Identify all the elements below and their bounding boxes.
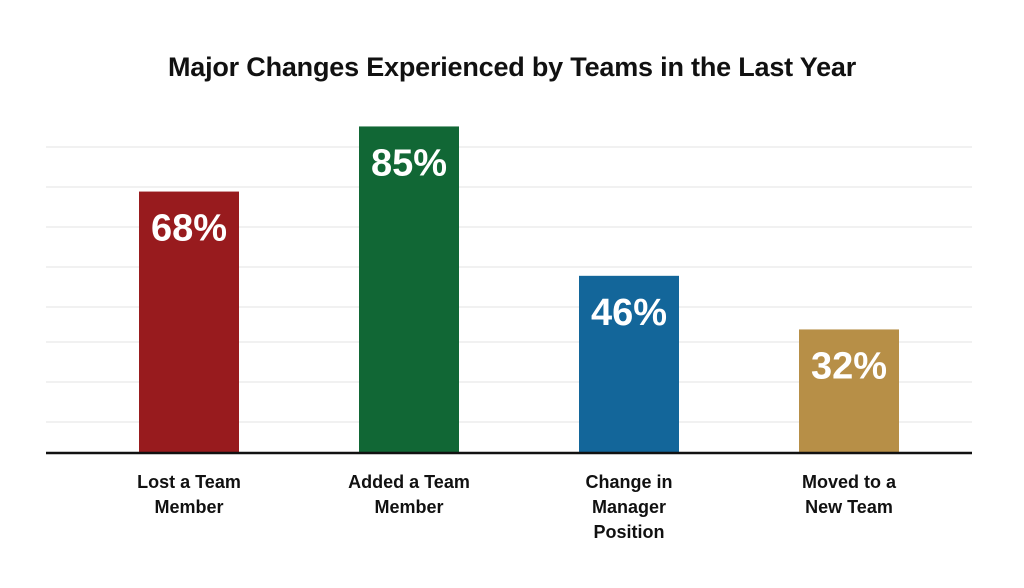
data-label-2: 85% (371, 142, 447, 184)
x-tick-label-3: Change in (585, 472, 672, 492)
data-label-4: 32% (811, 345, 887, 387)
bar-3 (579, 275, 679, 452)
bar-2 (359, 126, 459, 452)
x-tick-label-1: Member (154, 497, 223, 517)
chart-title: Major Changes Experienced by Teams in th… (167, 52, 857, 82)
x-tick-label-4: Moved to a (802, 472, 897, 492)
x-tick-label-3: Manager (592, 497, 666, 517)
x-tick-label-2: Member (374, 497, 443, 517)
bar-4 (799, 329, 899, 452)
bar-1 (139, 191, 239, 452)
data-label-3: 46% (591, 292, 667, 334)
x-tick-label-1: Lost a Team (137, 472, 241, 492)
data-label-1: 68% (151, 208, 227, 250)
x-tick-label-2: Added a Team (348, 472, 470, 492)
x-tick-label-4: New Team (805, 497, 893, 517)
x-tick-label-3: Position (594, 522, 665, 542)
